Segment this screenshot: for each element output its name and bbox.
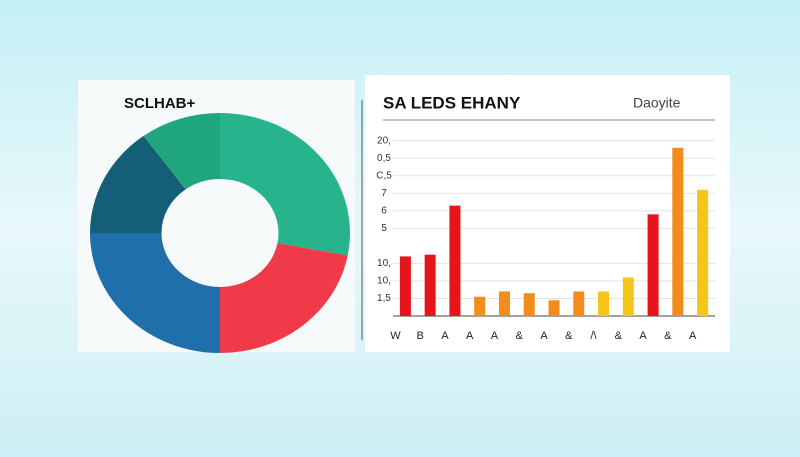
y-tick-label: 0,5 <box>377 153 391 164</box>
x-tick-label: A <box>491 330 499 342</box>
bar <box>399 256 411 316</box>
bar <box>424 254 436 316</box>
donut-slice <box>220 243 348 353</box>
x-tick-label: B <box>416 330 423 342</box>
bar-subtitle: Daoyite <box>633 95 681 111</box>
donut-slice <box>143 113 220 190</box>
y-tick-label: 1,5 <box>377 293 391 304</box>
y-tick-label: 10, <box>377 276 391 287</box>
bar-title: SA LEDS EHANY <box>383 93 521 112</box>
x-tick-label: A <box>540 330 548 342</box>
x-tick-label: & <box>615 330 623 342</box>
donut-title: SCLHAB+ <box>124 95 195 112</box>
x-tick-label: A <box>466 330 474 342</box>
bar <box>573 291 585 316</box>
x-tick-label: & <box>565 330 573 342</box>
x-tick-label: A <box>441 330 449 342</box>
bar <box>598 291 610 316</box>
y-tick-label: 5 <box>381 223 387 234</box>
y-tick-label: 6 <box>381 205 387 216</box>
bar <box>548 300 560 316</box>
y-tick-label: 7 <box>381 188 387 199</box>
bar <box>622 277 634 316</box>
bar <box>449 205 461 316</box>
x-tick-label: A <box>689 330 697 342</box>
bar <box>498 291 510 316</box>
bar <box>523 293 535 316</box>
x-tick-label: /\ <box>590 330 597 342</box>
x-tick-label: & <box>516 330 524 342</box>
x-tick-label: A <box>639 330 647 342</box>
bar <box>697 189 709 316</box>
y-tick-label: 20, <box>377 135 391 146</box>
x-tick-label: & <box>664 330 672 342</box>
bar <box>474 296 486 316</box>
bar <box>672 147 684 316</box>
y-tick-label: C,5 <box>376 170 392 181</box>
donut-slice <box>90 233 220 353</box>
y-tick-label: 10, <box>377 258 391 269</box>
x-tick-label: W <box>390 330 401 342</box>
donut-slice <box>220 113 351 256</box>
bar <box>647 214 659 316</box>
donut-slice <box>90 135 186 233</box>
